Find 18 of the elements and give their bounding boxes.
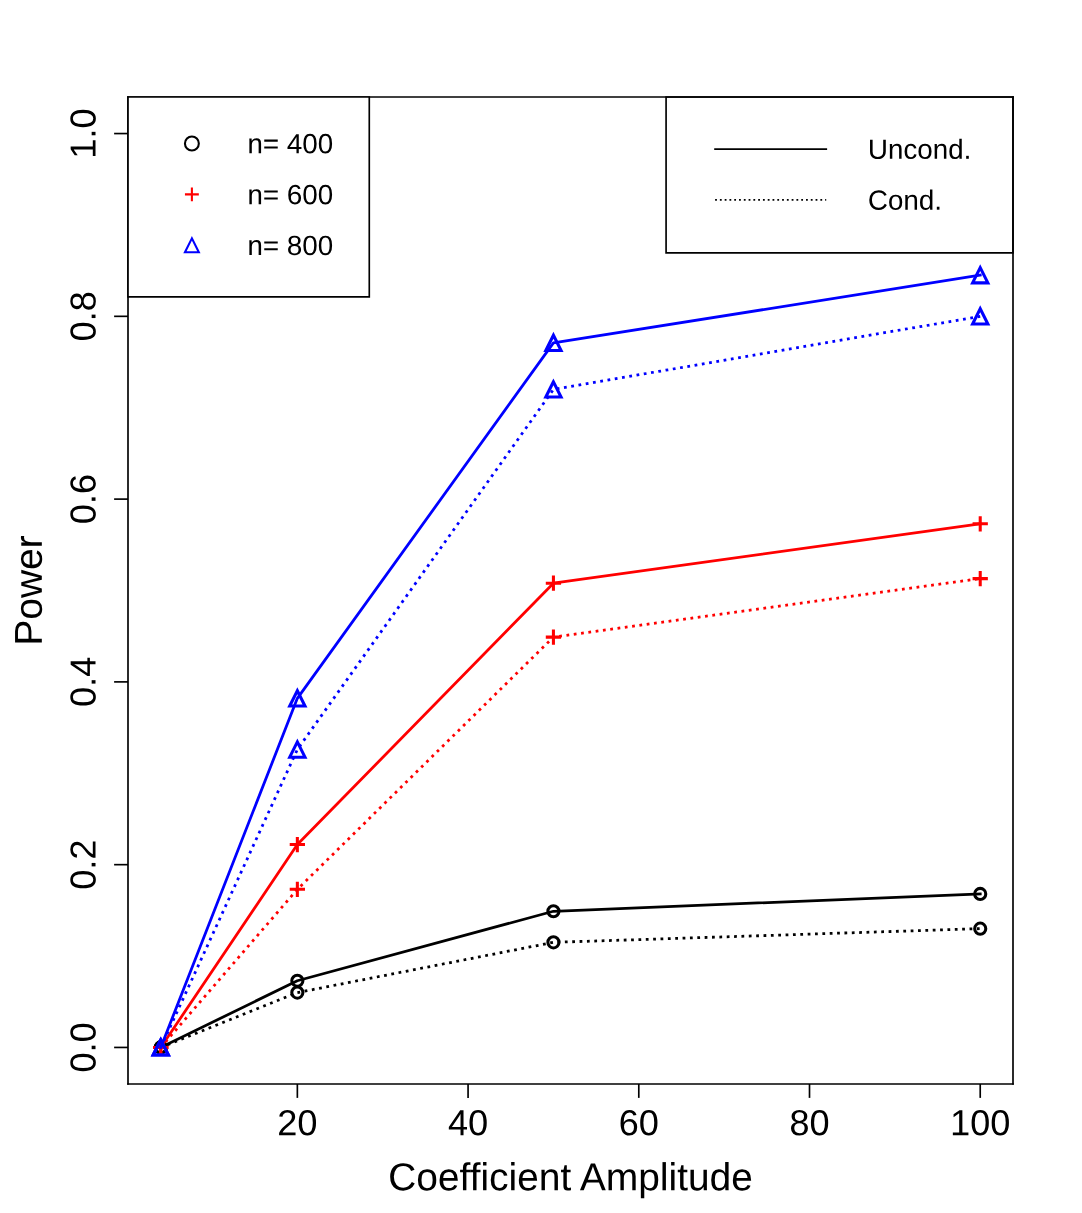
- legend-label: n= 800: [249, 235, 333, 256]
- y-tick-label: 0.8: [70, 292, 96, 341]
- annotation: Cond.: [869, 189, 940, 210]
- x-tick-label: 60: [620, 1109, 658, 1136]
- y-tick-label: 0.4: [70, 657, 96, 706]
- y-tick-label: 0.2: [70, 841, 96, 889]
- legend-label: n= 400: [249, 133, 333, 154]
- y-axis-title: Power: [15, 536, 43, 643]
- x-tick-label: 100: [952, 1109, 1009, 1136]
- y-tick-label: 1.0: [70, 109, 96, 156]
- x-tick-label: 80: [790, 1109, 829, 1136]
- legend-label: n= 600: [249, 184, 333, 205]
- x-tick-label: 20: [279, 1109, 317, 1136]
- y-tick-label: 0.6: [70, 475, 96, 523]
- x-tick-label: 40: [448, 1109, 487, 1136]
- annotation: Uncond.: [870, 138, 969, 160]
- y-tick-label: 0.0: [70, 1023, 96, 1072]
- x-axis-title: Coefficient Amplitude: [390, 1162, 752, 1199]
